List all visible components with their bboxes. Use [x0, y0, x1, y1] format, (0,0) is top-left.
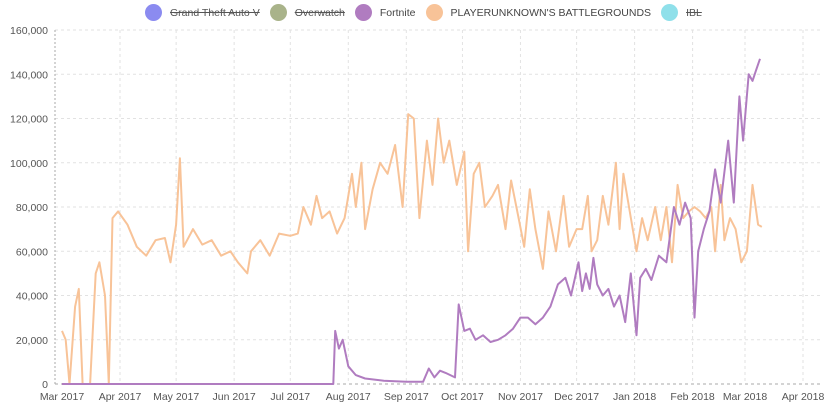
x-tick-label: Mar 2017 [40, 391, 85, 403]
legend-label: Grand Theft Auto V [170, 6, 260, 19]
legend-marker [145, 4, 162, 21]
x-tick-label: Sep 2017 [384, 391, 429, 403]
x-tick-label: Jun 2017 [213, 391, 256, 403]
series-line-playerunknown-s-battlegrounds [61, 113, 763, 385]
legend-marker [425, 4, 443, 21]
legend-item-ibl[interactable]: IBL [661, 4, 702, 21]
y-tick-label: 60,000 [16, 246, 48, 258]
legend-item-pubg[interactable]: PLAYERUNKNOWN'S BATTLEGROUNDS [425, 4, 652, 21]
legend-label: PLAYERUNKNOWN'S BATTLEGROUNDS [450, 6, 652, 19]
x-tick-label: May 2017 [153, 391, 199, 403]
x-tick-label: Dec 2017 [554, 391, 599, 403]
series-line-fortnite [62, 58, 761, 385]
y-tick-label: 160,000 [10, 25, 48, 37]
legend: Grand Theft Auto V Overwatch Fortnite PL… [145, 4, 712, 21]
x-tick-label: Apr 2017 [99, 391, 142, 403]
legend-item-gta-v[interactable]: Grand Theft Auto V [145, 4, 260, 21]
x-tick-label: Oct 2017 [441, 391, 484, 403]
legend-marker [269, 4, 287, 21]
y-tick-label: 120,000 [10, 114, 48, 126]
y-tick-label: 100,000 [10, 158, 48, 170]
legend-marker [661, 4, 679, 21]
x-tick-label: Apr 2018 [782, 391, 825, 403]
legend-marker [354, 4, 372, 21]
y-tick-label: 20,000 [16, 335, 48, 347]
legend-label: Fortnite [379, 6, 416, 19]
x-tick-label: Aug 2017 [326, 391, 371, 403]
x-tick-label: Mar 2018 [723, 391, 768, 403]
y-tick-label: 140,000 [10, 69, 48, 81]
legend-item-fortnite[interactable]: Fortnite [354, 4, 416, 21]
y-tick-label: 80,000 [16, 202, 48, 214]
legend-label: IBL [686, 6, 702, 19]
x-tick-label: Nov 2017 [498, 391, 543, 403]
legend-item-overwatch[interactable]: Overwatch [269, 4, 345, 21]
x-tick-label: Jul 2017 [270, 391, 310, 403]
legend-label: Overwatch [294, 6, 345, 19]
x-tick-label: Feb 2018 [670, 391, 715, 403]
y-tick-label: 40,000 [16, 291, 48, 303]
y-tick-label: 0 [42, 379, 48, 391]
x-tick-label: Jan 2018 [613, 391, 656, 403]
